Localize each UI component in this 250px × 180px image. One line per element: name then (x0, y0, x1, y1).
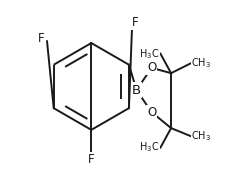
Text: B: B (132, 84, 141, 96)
Text: O: O (147, 61, 156, 74)
Text: H$_3$C: H$_3$C (139, 47, 160, 60)
Text: CH$_3$: CH$_3$ (192, 129, 212, 143)
Text: O: O (147, 106, 156, 119)
Text: F: F (132, 16, 138, 29)
Text: F: F (38, 32, 44, 45)
Text: CH$_3$: CH$_3$ (192, 57, 212, 70)
Text: F: F (88, 153, 95, 166)
Text: H$_3$C: H$_3$C (139, 141, 160, 154)
